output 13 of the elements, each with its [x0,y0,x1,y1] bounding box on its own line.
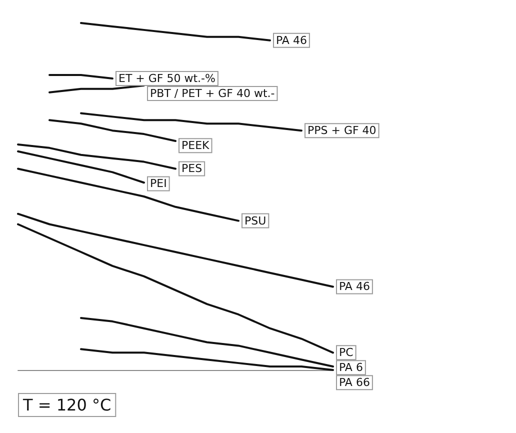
series-label: PBT / PET + GF 40 wt.- [150,87,275,100]
series-label: PEEK [182,139,210,152]
series-label: PC [339,346,354,360]
series-label: PSU [244,214,266,228]
text: T = 120 °C [22,396,112,414]
series-label: PES [182,162,202,176]
series-label: PA 66 [339,376,370,390]
series-label: PEI [150,177,167,190]
series-label: ET + GF 50 wt.-% [118,72,216,86]
series-label: PA 6 [339,361,363,374]
series-label: PA 46 [276,34,307,47]
series-label: PA 46 [339,280,370,294]
series-label: PPS + GF 40 [308,124,376,138]
